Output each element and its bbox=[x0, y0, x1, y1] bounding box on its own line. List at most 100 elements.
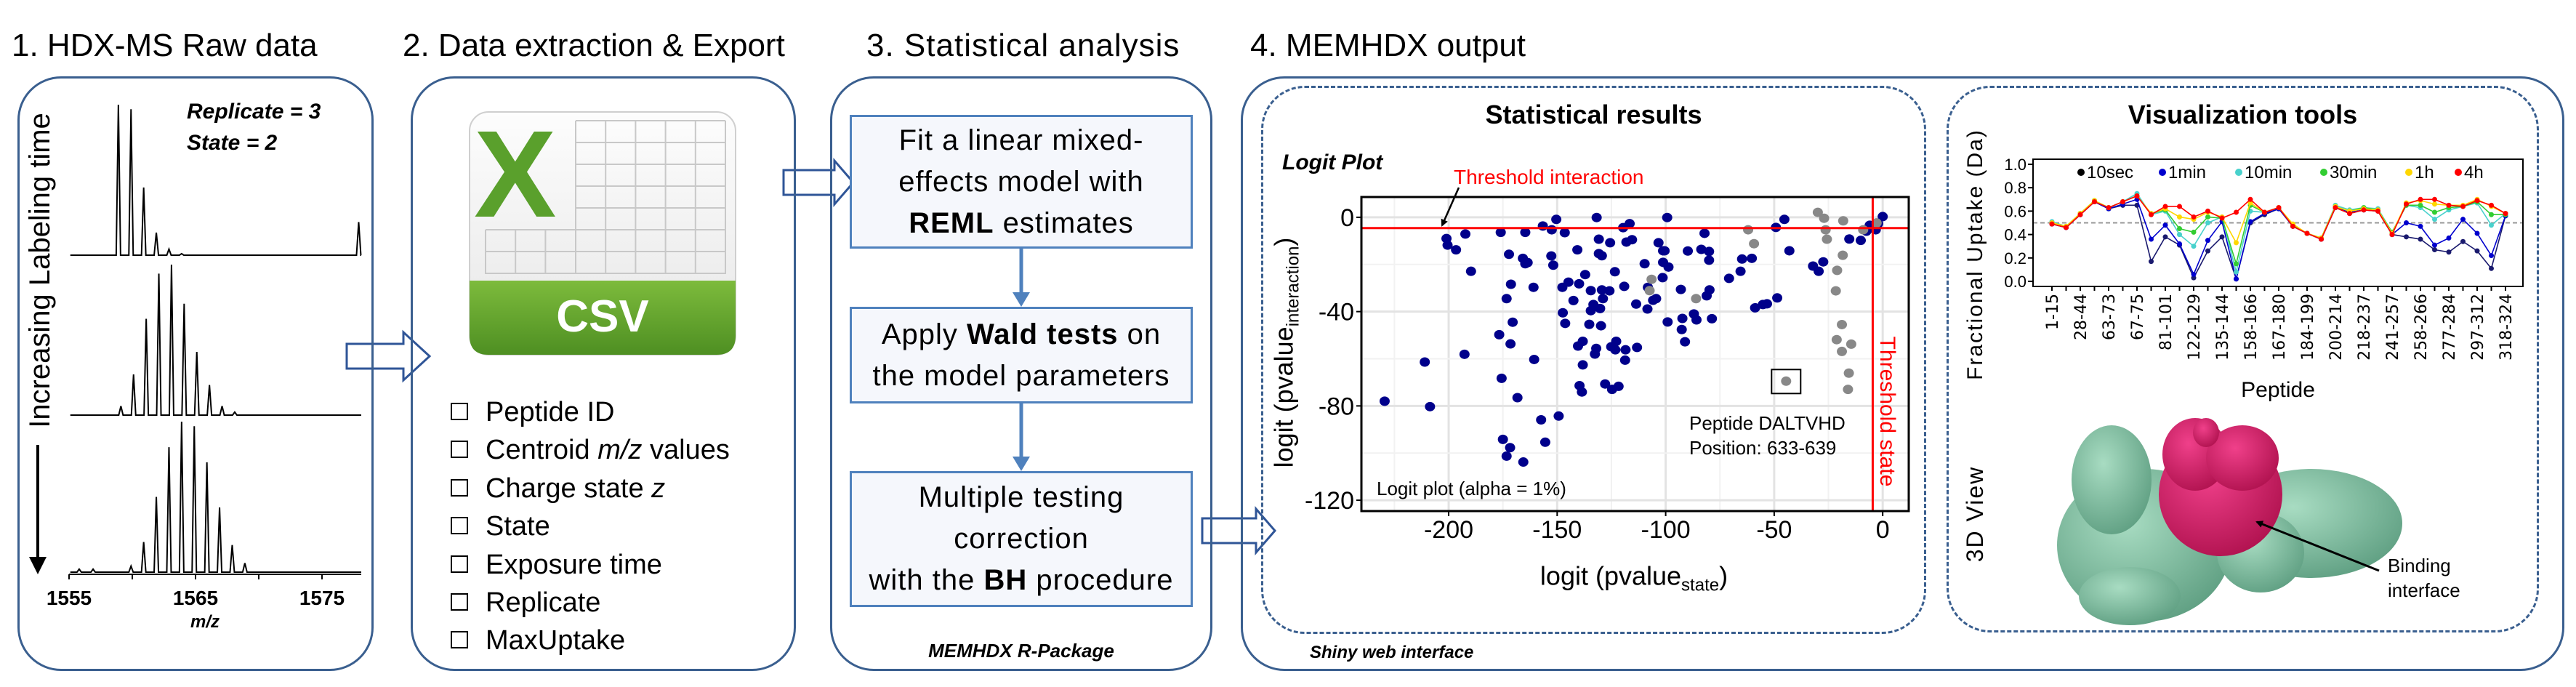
y-tick-label: -40 bbox=[1319, 299, 1354, 326]
data-point bbox=[1837, 319, 1848, 329]
x-tick-label: 167-180 bbox=[2271, 294, 2289, 361]
step-text: estimates bbox=[994, 206, 1134, 239]
data-point bbox=[1639, 259, 1650, 269]
labeling-time-label: Increasing Labeling time bbox=[24, 113, 56, 428]
series-point-1min bbox=[2205, 238, 2210, 244]
state-label: State = 2 bbox=[187, 131, 278, 155]
data-point bbox=[1574, 278, 1585, 289]
panel-4-title: 4. MEMHDX output bbox=[1250, 28, 1526, 63]
data-point bbox=[1620, 345, 1631, 355]
data-point bbox=[1736, 254, 1747, 264]
data-point bbox=[1425, 401, 1436, 411]
mass-spectra bbox=[29, 104, 362, 579]
highlighted-point-box bbox=[1771, 369, 1802, 395]
data-point bbox=[1379, 396, 1390, 406]
x-tick-label: 1-15 bbox=[2044, 294, 2062, 330]
data-point bbox=[1699, 228, 1710, 238]
x-tick-label: 277-284 bbox=[2441, 294, 2459, 361]
series-point-10sec bbox=[2149, 259, 2154, 265]
data-point bbox=[1577, 360, 1588, 370]
csv-icon-grid bbox=[485, 120, 726, 274]
data-point bbox=[1546, 251, 1557, 261]
data-point bbox=[1536, 414, 1547, 425]
panel-4-output bbox=[1241, 76, 2564, 671]
peptide-annotation: Peptide DALTVHD bbox=[1689, 412, 1846, 434]
replicate-label: Replicate = 3 bbox=[187, 100, 321, 124]
step-line: correction bbox=[954, 523, 1089, 555]
axis-label-text: ) bbox=[1268, 237, 1299, 246]
time-arrow-head bbox=[29, 557, 47, 574]
y-tick-label: 0.6 bbox=[2004, 202, 2026, 220]
item-text: Exposure time bbox=[486, 550, 662, 580]
step-wald-tests: Apply Wald tests on the model parameters bbox=[850, 307, 1193, 403]
series-point-4h bbox=[2149, 212, 2154, 217]
data-point bbox=[1657, 273, 1668, 283]
data-point bbox=[1595, 321, 1606, 331]
data-point bbox=[1590, 349, 1601, 359]
data-point bbox=[1598, 294, 1609, 304]
data-point bbox=[1604, 286, 1615, 296]
binding-interface-label-line2: interface bbox=[2388, 579, 2460, 601]
data-point bbox=[1627, 235, 1638, 245]
step-line: Fit a linear mixed- bbox=[898, 124, 1144, 156]
series-point-4h bbox=[2361, 207, 2367, 213]
step-text: on bbox=[1118, 318, 1162, 350]
legend-marker-10min bbox=[2235, 169, 2242, 176]
data-point bbox=[1553, 411, 1564, 421]
step-bold: REML bbox=[909, 206, 994, 239]
visualization-tools-box bbox=[1947, 86, 2539, 632]
data-point bbox=[1593, 234, 1604, 244]
series-point-1min bbox=[2418, 223, 2423, 229]
axis-label-text: ) bbox=[1719, 561, 1728, 591]
data-point bbox=[1585, 305, 1596, 316]
series-point-1min bbox=[2247, 219, 2253, 225]
list-item-state: State bbox=[451, 513, 550, 540]
data-point bbox=[1838, 250, 1848, 260]
list-item-charge-state: Charge state z bbox=[451, 475, 665, 502]
series-point-30min bbox=[2177, 226, 2182, 232]
data-point bbox=[1605, 238, 1616, 248]
series-point-10sec bbox=[2219, 234, 2225, 240]
axis-label-text: logit (pvalue bbox=[1268, 326, 1299, 468]
series-point-4h bbox=[2333, 205, 2338, 211]
data-point bbox=[1547, 260, 1558, 270]
data-point bbox=[1856, 236, 1867, 246]
item-text: values bbox=[642, 435, 730, 465]
data-point bbox=[1505, 443, 1516, 453]
panel-1-title: 1. HDX-MS Raw data bbox=[12, 28, 318, 63]
x-tick-label: -150 bbox=[1532, 516, 1582, 544]
data-point bbox=[1501, 451, 1512, 461]
series-point-10min bbox=[2191, 244, 2197, 249]
data-point bbox=[1749, 238, 1760, 249]
data-point bbox=[1659, 246, 1670, 256]
y-tick-label: -80 bbox=[1319, 393, 1354, 420]
step-line: Multiple testing bbox=[918, 481, 1124, 513]
series-point-4h bbox=[2503, 211, 2508, 217]
series-point-1min bbox=[2191, 271, 2197, 277]
x-tick-label: 297-312 bbox=[2469, 294, 2487, 361]
x-tick-label: 135-144 bbox=[2214, 294, 2232, 361]
threshold-interaction-arrow bbox=[1441, 187, 1460, 227]
series-point-10sec bbox=[2432, 247, 2437, 253]
data-point bbox=[1584, 319, 1595, 329]
data-point bbox=[1675, 284, 1686, 294]
item-text: Centroid bbox=[486, 435, 598, 465]
csv-file-icon bbox=[469, 111, 736, 355]
mz-tick-1565: 1565 bbox=[172, 587, 219, 609]
data-point bbox=[1691, 315, 1702, 325]
series-point-10sec bbox=[2474, 248, 2480, 254]
series-point-4h bbox=[2219, 215, 2225, 221]
series-point-4h bbox=[2120, 199, 2125, 205]
step-line: with the BH procedure bbox=[852, 560, 1191, 601]
data-point bbox=[1662, 212, 1673, 222]
data-point bbox=[1504, 249, 1515, 260]
series-point-4h bbox=[2234, 209, 2239, 215]
series-point-4h bbox=[2162, 204, 2168, 209]
series-point-1min bbox=[2432, 242, 2437, 248]
checkbox-icon bbox=[451, 440, 468, 458]
series-point-1h bbox=[2177, 214, 2182, 220]
list-item-peptide-id: Peptide ID bbox=[451, 398, 614, 426]
series-point-1min bbox=[2234, 276, 2239, 282]
